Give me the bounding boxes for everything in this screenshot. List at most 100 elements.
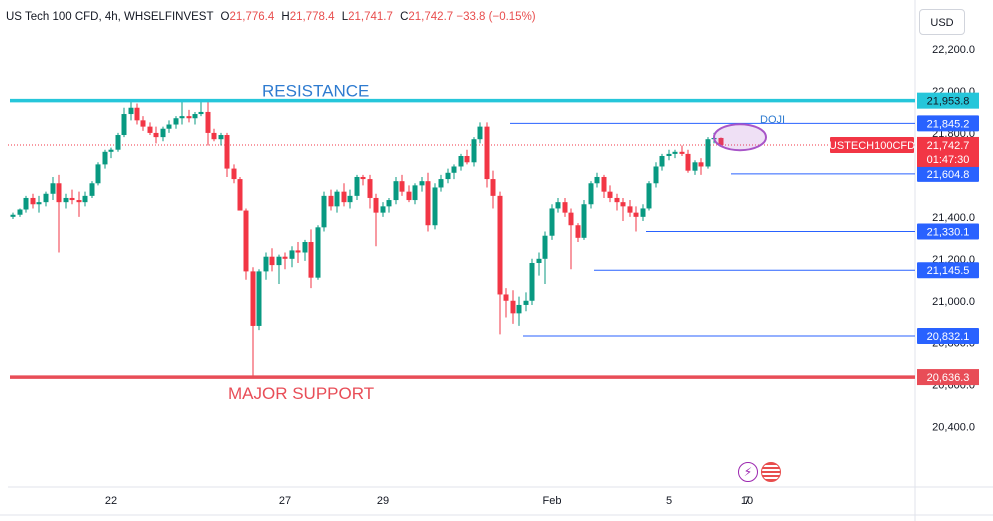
- candle-body-8: [63, 197, 69, 203]
- candle-body-76: [503, 294, 509, 301]
- candle-body-58: [386, 200, 392, 207]
- x-tick-label-3: Feb: [543, 495, 562, 507]
- candle-body-11: [82, 195, 88, 203]
- candle-body-25: [173, 118, 179, 125]
- candle-body-41: [276, 256, 282, 266]
- symbol-title[interactable]: US Tech 100 CFD, 4h, WHSELFINVEST: [6, 11, 214, 23]
- major-support-price-label: 20,636.3: [927, 372, 970, 384]
- candle-body-13: [95, 164, 101, 184]
- candle-body-24: [166, 124, 172, 129]
- lightning-icon[interactable]: ⚡: [738, 462, 758, 482]
- open-value: 21,776.4: [229, 11, 275, 23]
- candle-body-100: [659, 155, 665, 167]
- candle-body-50: [334, 191, 340, 207]
- candle-body-21: [147, 126, 153, 133]
- candle-body-12: [89, 183, 95, 196]
- candle-body-87: [575, 225, 581, 238]
- candle-body-36: [243, 210, 249, 272]
- candle-body-7: [56, 183, 62, 203]
- candle-body-60: [399, 181, 405, 192]
- candle-body-45: [302, 242, 308, 253]
- candle-body-33: [224, 135, 230, 169]
- candle-body-0: [10, 214, 16, 217]
- candle-body-84: [555, 202, 561, 209]
- candle-body-107: [705, 139, 711, 167]
- candle-body-67: [445, 172, 451, 180]
- candle-body-65: [432, 187, 438, 226]
- major-support-text: MAJOR SUPPORT: [228, 384, 374, 403]
- event-icons: ⚡ .: [738, 462, 781, 482]
- candle-body-4: [36, 202, 42, 205]
- high-value: 21,778.4: [289, 11, 335, 23]
- candle-body-69: [458, 155, 464, 167]
- candle-body-35: [237, 179, 243, 211]
- candle-body-73: [484, 126, 490, 180]
- candle-body-88: [581, 204, 587, 238]
- candle-body-103: [679, 151, 685, 154]
- candle-body-64: [425, 181, 431, 226]
- us-flag-icon[interactable]: .: [761, 462, 781, 482]
- current-price-box: [917, 136, 979, 167]
- y-tick-label-5: 21,000.0: [932, 296, 975, 308]
- candle-body-96: [633, 212, 639, 217]
- chart-header: US Tech 100 CFD, 4h, WHSELFINVEST O21,77…: [6, 11, 536, 23]
- candle-body-6: [50, 183, 56, 194]
- candle-body-70: [464, 155, 470, 163]
- candle-body-55: [367, 179, 373, 198]
- candle-body-89: [588, 183, 594, 205]
- x-tick-label-2: 29: [377, 495, 389, 507]
- low-value: 21,741.7: [348, 11, 393, 23]
- open-label: O: [220, 11, 230, 23]
- major-support-price-box: [917, 369, 979, 386]
- candle-body-95: [627, 206, 633, 213]
- candle-body-57: [380, 206, 386, 213]
- doji-label: DOJI: [760, 114, 785, 126]
- candle-body-30: [205, 111, 211, 133]
- candle-body-10: [76, 200, 82, 203]
- candle-body-90: [594, 176, 600, 184]
- candle-body-59: [393, 181, 399, 201]
- candle-body-109: [718, 137, 724, 146]
- candle-body-38: [256, 271, 262, 326]
- candle-body-66: [438, 179, 444, 188]
- candle-body-97: [640, 208, 646, 217]
- close-value: 21,742.7: [408, 11, 454, 23]
- candle-body-75: [497, 195, 503, 295]
- candle-body-62: [412, 185, 418, 201]
- candle-body-68: [451, 166, 457, 173]
- level-21145-price-label: 21,145.5: [927, 265, 970, 277]
- change-value: −33.8 (−0.15%): [456, 11, 536, 23]
- candle-body-86: [568, 212, 574, 226]
- candle-body-16: [115, 135, 121, 150]
- candle-body-102: [672, 151, 678, 154]
- countdown-label: 01:47:30: [927, 154, 970, 166]
- x-tick-label-0: 22: [105, 495, 117, 507]
- candle-body-72: [477, 126, 483, 140]
- level-21145-price-box: [917, 262, 979, 279]
- candle-body-34: [231, 168, 237, 180]
- current-price-label: 21,742.7: [927, 140, 970, 152]
- candle-body-101: [666, 153, 672, 156]
- candle-body-79: [523, 300, 529, 305]
- candle-body-49: [328, 195, 334, 207]
- close-label: C: [400, 11, 409, 23]
- y-tick-label-3: 21,400.0: [932, 212, 975, 224]
- currency-button[interactable]: USD: [919, 9, 965, 35]
- candle-body-1: [17, 209, 23, 215]
- candle-body-52: [347, 195, 353, 203]
- candle-body-22: [153, 132, 159, 138]
- level-21604-price-box: [917, 165, 979, 182]
- candle-body-83: [549, 208, 555, 236]
- candle-body-31: [211, 132, 217, 140]
- low-label: L: [341, 11, 349, 23]
- candle-body-40: [269, 256, 275, 266]
- candle-body-14: [102, 151, 108, 165]
- candle-body-74: [490, 179, 496, 196]
- level-21604-price-label: 21,604.8: [927, 169, 970, 181]
- candle-body-98: [646, 183, 652, 209]
- candle-body-3: [30, 197, 36, 205]
- candle-body-9: [69, 197, 75, 201]
- candle-body-51: [341, 191, 347, 203]
- candle-body-56: [373, 197, 379, 213]
